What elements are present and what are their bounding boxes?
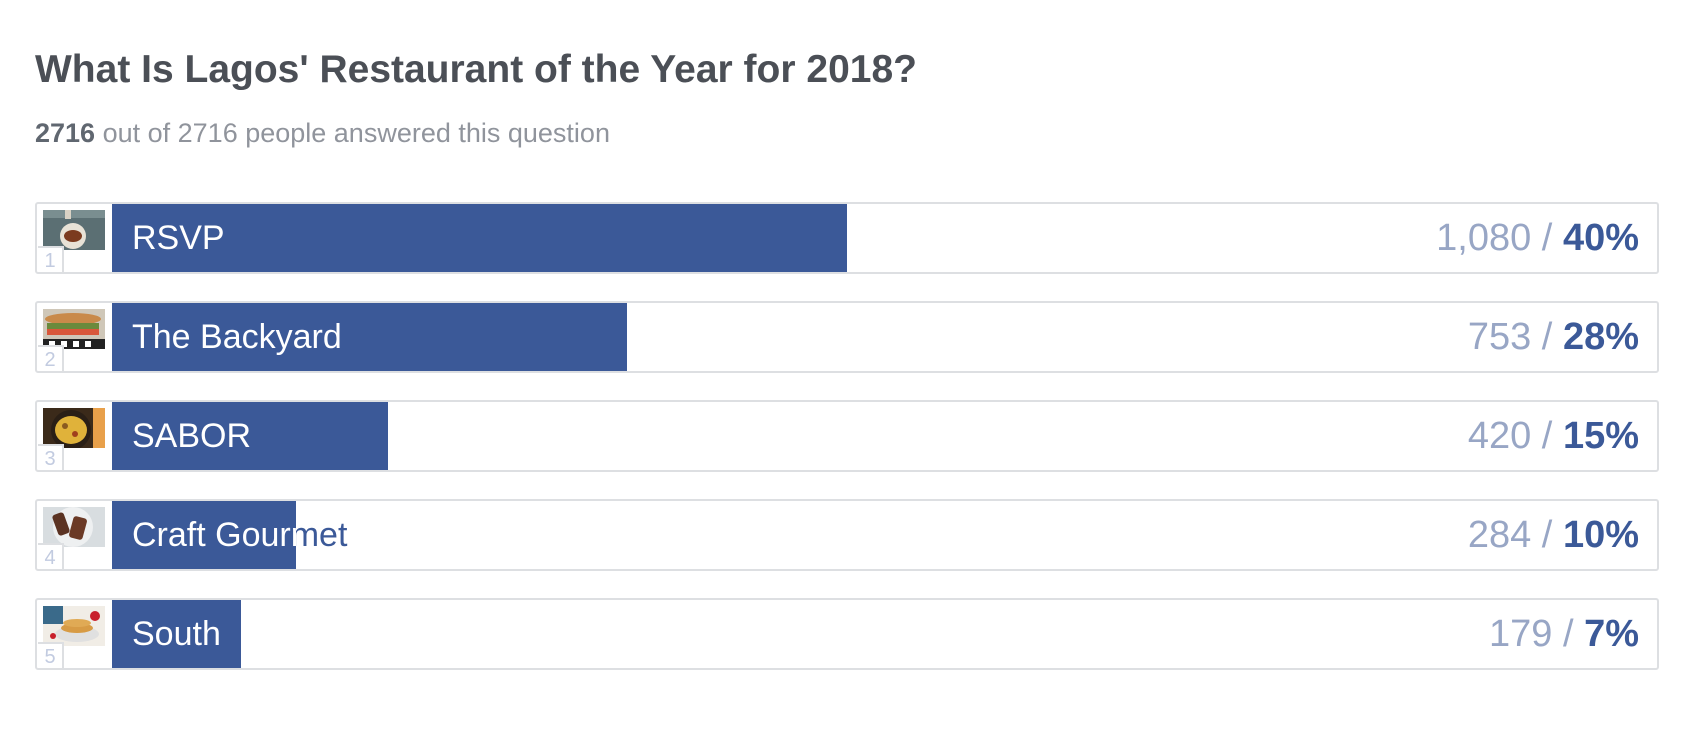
vote-stats: 179 / 7% (1489, 600, 1639, 668)
rank-badge: 4 (38, 543, 64, 569)
poll-response-summary: 2716 out of 2716 people answered this qu… (35, 118, 610, 149)
option-label-on-bar: Craft Gourmet (112, 501, 296, 569)
vote-count: 753 (1467, 316, 1532, 358)
poll-option-row[interactable]: 3 SABOR SABOR 420 / 15% (35, 400, 1659, 472)
option-label-inverse: South (132, 615, 221, 653)
vote-stats: 753 / 28% (1468, 303, 1639, 371)
bar-track (112, 600, 1657, 668)
stats-separator: / (1531, 415, 1563, 457)
option-label-on-bar: SABOR (112, 402, 388, 470)
result-bar (112, 204, 847, 272)
poll-option-row[interactable]: 2 The Backyard The Backyard 753 / 28% (35, 301, 1659, 373)
stats-separator: / (1531, 217, 1563, 259)
option-label-inverse: Craft Gourmet (132, 516, 296, 554)
poll-option-row[interactable]: 5 South South 179 / 7% (35, 598, 1659, 670)
option-label-inverse: SABOR (132, 417, 252, 455)
bar-track (112, 204, 1657, 272)
stats-separator: / (1552, 613, 1585, 655)
option-label-inverse: RSVP (132, 219, 225, 257)
vote-count: 284 (1467, 514, 1532, 556)
vote-percent: 15% (1562, 415, 1639, 457)
option-label: SABOR (132, 417, 252, 455)
option-label-inverse: The Backyard (132, 318, 342, 356)
result-bar (112, 402, 388, 470)
vote-percent: 28% (1562, 316, 1639, 358)
option-label: The Backyard (132, 318, 342, 356)
rank-badge: 2 (38, 345, 64, 371)
stats-separator: / (1531, 514, 1563, 556)
answered-count: 2716 (35, 118, 96, 148)
poll-title: What Is Lagos' Restaurant of the Year fo… (35, 48, 917, 91)
vote-percent: 10% (1562, 514, 1639, 556)
rank-badge: 5 (38, 642, 64, 668)
poll-option-row[interactable]: 1 RSVP RSVP 1,080 / 40% (35, 202, 1659, 274)
option-label: South (132, 615, 221, 653)
result-bar (112, 600, 241, 668)
food-photo-omelette (43, 408, 105, 448)
vote-stats: 1,080 / 40% (1436, 204, 1639, 272)
food-photo-grill (43, 210, 105, 250)
option-label-on-bar: RSVP (112, 204, 847, 272)
vote-percent: 7% (1584, 613, 1639, 655)
vote-count: 420 (1467, 415, 1532, 457)
vote-percent: 40% (1562, 217, 1639, 259)
result-bar (112, 303, 627, 371)
stats-separator: / (1531, 316, 1563, 358)
answered-text: out of 2716 people answered this questio… (102, 118, 610, 148)
food-photo-sandwich (43, 309, 105, 349)
result-bar (112, 501, 296, 569)
option-label-on-bar: South (112, 600, 241, 668)
vote-count: 1,080 (1436, 217, 1532, 259)
poll-results: 1 RSVP RSVP 1,080 / 40% 2 The Backyard The Bac… (35, 202, 1659, 697)
option-label: RSVP (132, 219, 225, 257)
bar-track (112, 402, 1657, 470)
bar-track (112, 501, 1657, 569)
option-label-on-bar: The Backyard (112, 303, 627, 371)
vote-count: 179 (1488, 613, 1553, 655)
food-photo-pancakes (43, 606, 105, 646)
vote-stats: 420 / 15% (1468, 402, 1639, 470)
food-photo-ribs (43, 507, 105, 547)
rank-badge: 1 (38, 246, 64, 272)
bar-track (112, 303, 1657, 371)
option-label: Craft Gourmet (132, 516, 348, 554)
rank-badge: 3 (38, 444, 64, 470)
vote-stats: 284 / 10% (1468, 501, 1639, 569)
